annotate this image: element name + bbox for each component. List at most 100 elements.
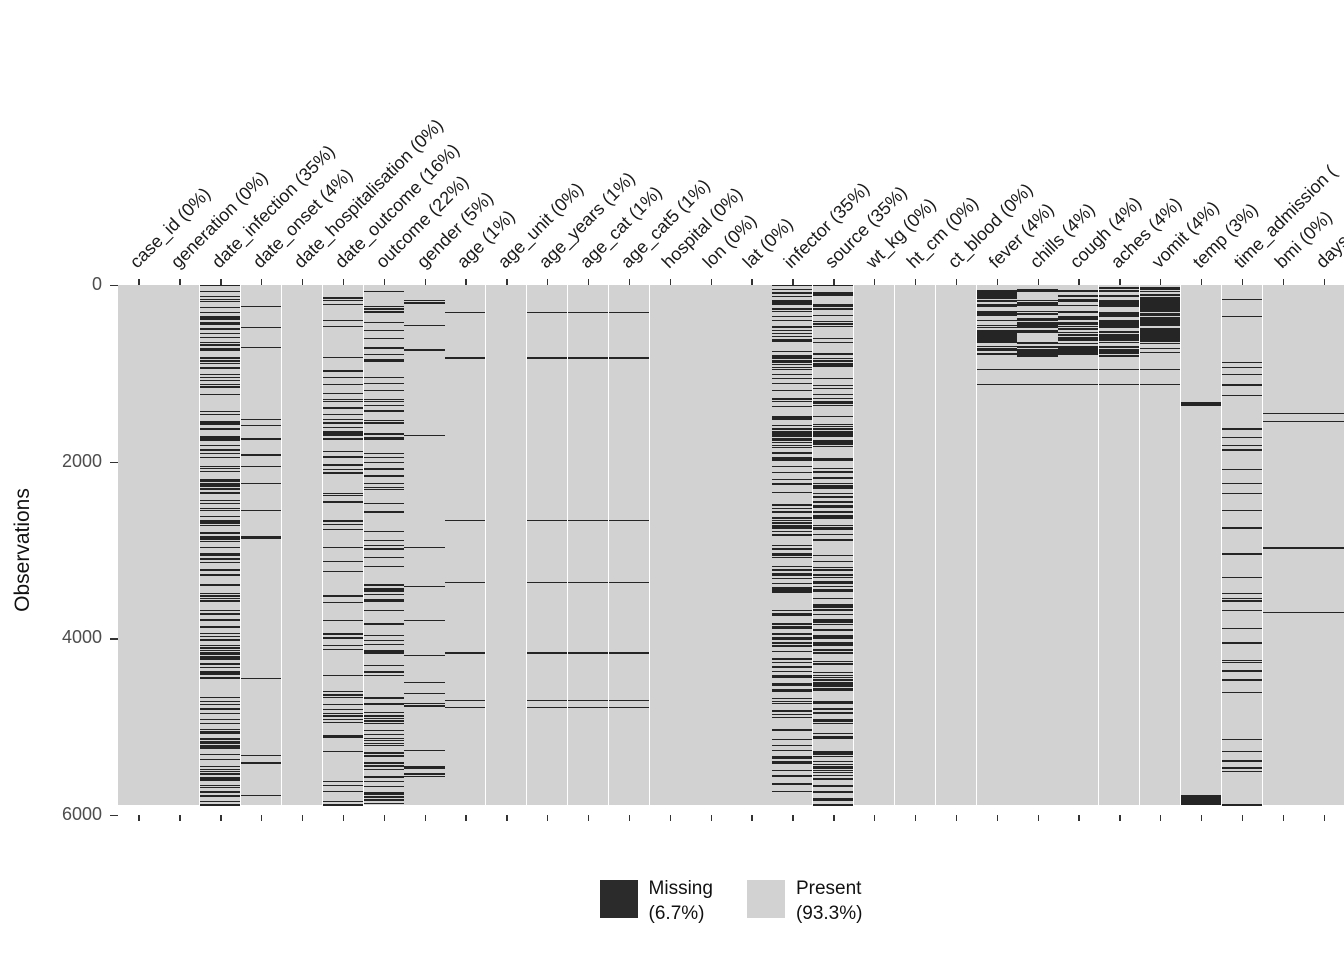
missing-mark xyxy=(772,783,813,785)
missing-mark xyxy=(200,301,241,303)
x-tick-top xyxy=(342,279,345,285)
missing-mark xyxy=(322,804,363,806)
missing-mark xyxy=(322,376,363,378)
missing-mark xyxy=(363,795,404,799)
missing-mark xyxy=(200,328,241,330)
missing-mark xyxy=(363,711,404,713)
missing-mark xyxy=(608,652,649,654)
missing-mark xyxy=(363,401,404,403)
missing-mark xyxy=(772,296,813,298)
missing-mark xyxy=(813,761,854,763)
missing-mark xyxy=(322,392,363,394)
x-tick-bottom xyxy=(424,815,426,821)
missing-mark xyxy=(322,694,363,696)
missing-mark xyxy=(445,311,486,313)
missing-mark xyxy=(200,569,241,571)
missing-mark xyxy=(526,700,568,702)
missing-mark xyxy=(772,612,813,617)
missing-mark xyxy=(813,385,854,387)
missing-mark xyxy=(1221,315,1262,318)
missing-mark xyxy=(363,762,404,764)
missing-mark xyxy=(200,322,241,325)
missing-mark xyxy=(200,667,241,669)
column-lon xyxy=(690,285,731,806)
missing-mark xyxy=(526,357,568,359)
missing-mark xyxy=(322,450,363,452)
column-lat xyxy=(731,285,772,806)
missing-mark xyxy=(200,597,241,600)
missing-mark xyxy=(240,754,282,757)
missing-mark xyxy=(200,696,241,699)
missing-mark xyxy=(322,735,363,738)
missing-mark xyxy=(813,756,854,758)
missing-mark xyxy=(813,362,854,367)
missing-mark xyxy=(772,416,813,420)
x-tick-bottom xyxy=(506,815,508,821)
missing-mark xyxy=(567,652,609,654)
missing-mark xyxy=(322,595,363,597)
missing-mark xyxy=(363,670,404,674)
missing-mark xyxy=(813,681,854,687)
missing-mark xyxy=(200,626,241,628)
missing-mark xyxy=(363,649,404,654)
missing-mark xyxy=(772,774,813,778)
x-tick-bottom xyxy=(261,815,263,821)
x-tick-bottom xyxy=(914,815,917,821)
missing-mark xyxy=(813,404,854,407)
missing-mark xyxy=(200,516,241,518)
missing-mark xyxy=(363,338,404,340)
missing-mark xyxy=(1221,510,1262,512)
missing-mark xyxy=(200,553,241,556)
missing-mark xyxy=(976,383,1017,386)
missing-mark xyxy=(813,476,854,480)
missing-mark xyxy=(322,709,363,711)
x-tick-bottom xyxy=(1200,815,1203,821)
missing-mark xyxy=(772,479,813,481)
legend-text-missing: Missing (6.7%) xyxy=(649,876,713,926)
missing-mark xyxy=(322,528,363,530)
missing-mark xyxy=(1139,297,1181,313)
missing-mark xyxy=(813,700,854,705)
missing-mark xyxy=(322,407,363,409)
missing-mark xyxy=(1221,669,1262,673)
column-date_infection xyxy=(200,285,241,806)
missing-mark xyxy=(240,306,282,308)
missing-mark xyxy=(404,775,445,778)
missing-mark xyxy=(772,471,813,473)
missing-mark xyxy=(1221,759,1262,763)
missing-mark xyxy=(322,712,363,715)
missing-mark xyxy=(200,374,241,376)
missing-mark xyxy=(772,366,813,368)
missing-mark xyxy=(363,803,404,805)
missing-mark xyxy=(1139,293,1181,297)
missing-mark xyxy=(772,335,813,337)
missing-mark xyxy=(813,303,854,308)
x-tick-top xyxy=(914,279,917,285)
missing-mark xyxy=(1221,482,1262,485)
missing-mark xyxy=(322,427,363,429)
missing-mark xyxy=(813,628,854,632)
missing-mark xyxy=(322,696,363,699)
column-ht_cm xyxy=(894,285,936,806)
missing-mark xyxy=(200,656,241,660)
missing-mark xyxy=(1058,368,1099,371)
missing-mark xyxy=(813,618,854,623)
missing-mark xyxy=(445,357,486,359)
missing-mark xyxy=(772,689,813,692)
missing-mark xyxy=(1058,322,1099,325)
missing-mark xyxy=(1017,310,1058,313)
missing-mark xyxy=(445,581,486,584)
missing-mark xyxy=(445,519,486,522)
missing-mark xyxy=(1221,767,1262,769)
missing-mark xyxy=(1221,428,1262,430)
missing-mark xyxy=(200,612,241,616)
x-tick-top xyxy=(996,279,999,285)
missing-mark xyxy=(322,721,363,723)
x-tick-top xyxy=(710,279,712,285)
missing-mark xyxy=(567,707,609,709)
x-tick-top xyxy=(547,279,549,285)
missing-mark xyxy=(772,369,813,371)
missing-mark xyxy=(200,456,241,459)
missing-mark xyxy=(772,333,813,335)
missing-mark xyxy=(363,437,404,440)
